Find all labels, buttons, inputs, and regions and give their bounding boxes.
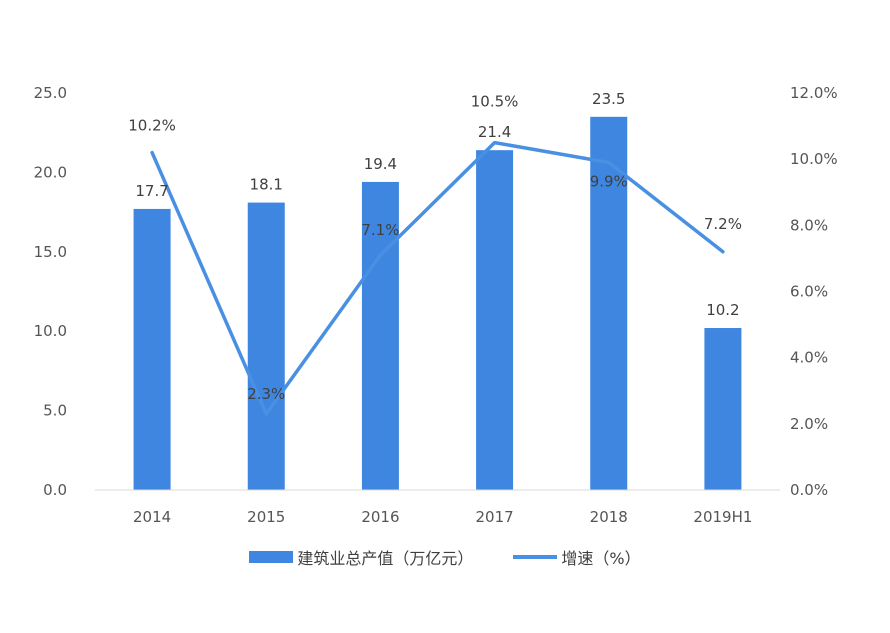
data-labels: 17.7 18.1 19.4 21.4 23.5 10.2 10.2% 2.3% 7.1% 10.… xyxy=(128,90,742,403)
line-series xyxy=(150,140,725,416)
y-right-tick-label: 0.0% xyxy=(790,481,828,499)
bar-series xyxy=(133,116,742,491)
bar xyxy=(704,328,742,490)
legend: 建筑业总产值（万亿元） 增速（%） xyxy=(0,545,890,569)
bar xyxy=(361,181,399,491)
y-right-tick-label: 2.0% xyxy=(790,415,828,433)
legend-item-line: 增速（%） xyxy=(513,545,641,569)
y-right-tick-label: 12.0% xyxy=(790,84,838,102)
line-value-label: 10.5% xyxy=(471,93,519,111)
bar xyxy=(133,208,171,490)
y-left-tick-label: 5.0 xyxy=(43,402,67,420)
y-left-tick-label: 25.0 xyxy=(34,84,67,102)
bar-value-label: 23.5 xyxy=(592,90,625,108)
y-left-tick-label: 10.0 xyxy=(34,322,67,340)
y-left-tick-label: 0.0 xyxy=(43,481,67,499)
line-value-label: 2.3% xyxy=(247,385,285,403)
y-left-tick-label: 20.0 xyxy=(34,163,67,181)
legend-label-bars: 建筑业总产值（万亿元） xyxy=(297,549,474,568)
bar xyxy=(590,116,628,490)
bar xyxy=(476,150,514,490)
legend-swatch-line xyxy=(513,555,558,559)
y-left-tick-label: 15.0 xyxy=(34,243,67,261)
bar-value-label: 18.1 xyxy=(250,176,283,194)
x-tick-label: 2018 xyxy=(590,508,628,526)
line-value-label: 10.2% xyxy=(128,117,176,135)
line-path xyxy=(150,140,725,416)
y-right-tick-label: 10.0% xyxy=(790,150,838,168)
legend-label-line: 增速（%） xyxy=(561,549,641,568)
bar-value-label: 19.4 xyxy=(364,155,397,173)
line-value-label: 9.9% xyxy=(590,172,628,190)
bar xyxy=(247,202,285,490)
line-value-label: 7.2% xyxy=(704,215,742,233)
x-tick-label: 2017 xyxy=(475,508,513,526)
x-tick-label: 2015 xyxy=(247,508,285,526)
x-tick-label: 2016 xyxy=(361,508,399,526)
bar-value-label: 17.7 xyxy=(135,182,168,200)
legend-swatch-bar xyxy=(249,551,294,563)
x-tick-label: 2014 xyxy=(133,508,171,526)
line-value-label: 7.1% xyxy=(361,221,399,239)
legend-item-bars: 建筑业总产值（万亿元） xyxy=(249,545,473,569)
y-right-tick-label: 4.0% xyxy=(790,349,828,367)
bar-value-label: 21.4 xyxy=(478,123,511,141)
y-right-tick-label: 6.0% xyxy=(790,283,828,301)
y-right-tick-label: 8.0% xyxy=(790,216,828,234)
x-tick-label: 2019H1 xyxy=(693,508,752,526)
bar-value-label: 10.2 xyxy=(706,301,739,319)
axes: 0.0 5.0 10.0 15.0 20.0 25.0 0.0% 2.0% 4.0% 6.0% 8.… xyxy=(34,84,838,526)
